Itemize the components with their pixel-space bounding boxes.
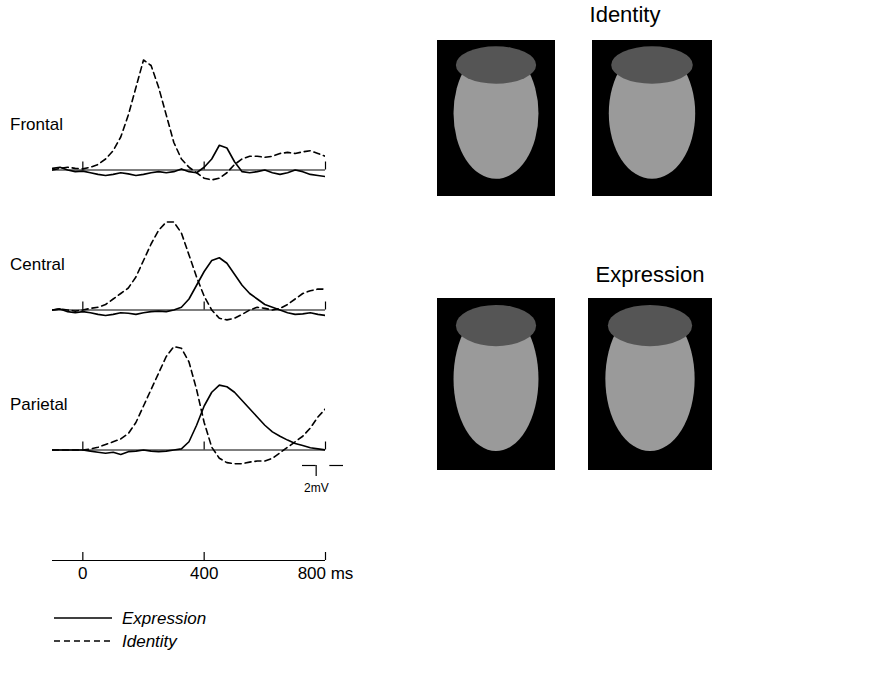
- svg-text:400: 400: [190, 564, 218, 583]
- html-text:2mV: 2mV: [304, 481, 329, 495]
- html-text:Identity: Identity: [589, 2, 661, 27]
- svg-text:Expression: Expression: [122, 609, 206, 628]
- svg-text:0: 0: [78, 564, 87, 583]
- html-text:Expression: Expression: [595, 262, 705, 287]
- html-text:Central: Central: [10, 254, 65, 274]
- html-text:Parietal: Parietal: [10, 394, 68, 414]
- html-text:Frontal: Frontal: [10, 114, 63, 134]
- svg-text:800 ms: 800 ms: [298, 564, 354, 583]
- svg-text:Identity: Identity: [122, 632, 178, 651]
